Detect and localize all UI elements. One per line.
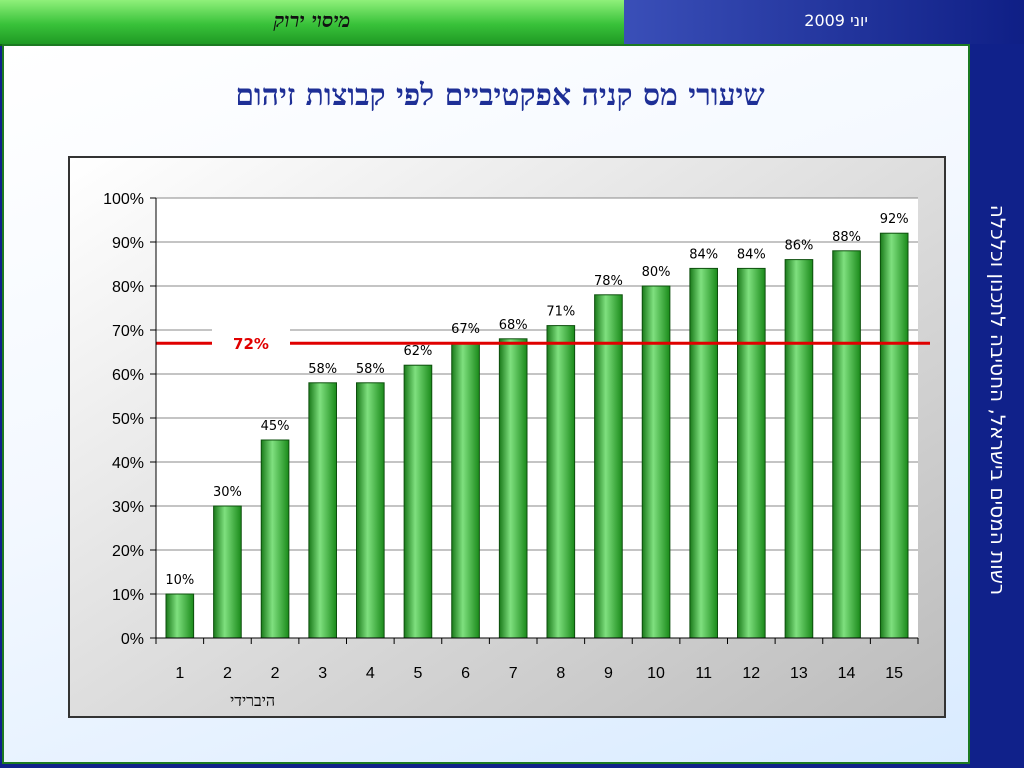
data-label: 58% [356, 362, 385, 377]
data-label: 84% [689, 247, 718, 262]
y-tick-label: 10% [112, 587, 144, 604]
bar [260, 439, 290, 639]
data-label: 71% [546, 305, 575, 320]
bar [737, 267, 766, 639]
x-tick-label: 2 [271, 665, 280, 682]
x-tick-label: 2 [223, 665, 232, 682]
data-label: 88% [832, 230, 861, 245]
reference-label-box [212, 328, 290, 357]
x-tick-label: 11 [695, 665, 712, 682]
bar [498, 338, 528, 639]
chart-frame: 72% 0% 10% 20% 30% 40% 50% 60% 70% 80% 90% 100% 10… [68, 156, 946, 718]
bar [641, 285, 671, 639]
data-label: 10% [165, 573, 194, 588]
x-tick-label: 5 [413, 665, 422, 682]
y-tick-label: 30% [112, 499, 144, 516]
data-label: 58% [308, 362, 337, 377]
y-tick-label: 50% [112, 411, 144, 428]
x-tick-label: 14 [838, 665, 856, 682]
bar [832, 250, 861, 639]
x-sublabel: היברידי [230, 691, 275, 710]
y-tick-label: 90% [112, 235, 144, 252]
bar [451, 342, 480, 639]
data-label: 84% [737, 247, 766, 262]
x-tick-label: 6 [461, 665, 470, 682]
organization-name: רשות המסים בישראל, החטיבה לתכנון וכלכלה [986, 204, 1010, 596]
reference-label: 72% [233, 335, 269, 353]
y-tick-label: 100% [103, 191, 144, 208]
data-label: 92% [880, 212, 909, 227]
y-tick-label: 60% [112, 367, 144, 384]
bar [165, 593, 195, 639]
x-tick-label: 12 [742, 665, 760, 682]
x-tick-label: 15 [885, 665, 903, 682]
y-tick-label: 20% [112, 543, 144, 560]
side-organization-label: רשות המסים בישראל, החטיבה לתכנון וכלכלה [972, 44, 1024, 768]
x-tick-label: 4 [366, 665, 375, 682]
bar [403, 364, 433, 639]
bar [784, 259, 814, 639]
header-date-bar: יוני 2009 [624, 0, 1024, 44]
header-brand-bar: מיסוי ירוק [0, 0, 624, 46]
x-tick-label: 7 [509, 665, 518, 682]
data-label: 62% [403, 344, 432, 359]
data-label: 45% [261, 419, 290, 434]
x-tick-label: 3 [318, 665, 327, 682]
header-date: יוני 2009 [804, 11, 868, 30]
x-tick-label: 9 [604, 665, 613, 682]
bar [594, 294, 623, 639]
data-label: 86% [784, 239, 813, 254]
x-tick-label: 13 [790, 665, 808, 682]
bar [879, 232, 909, 639]
y-tick-label: 80% [112, 279, 144, 296]
bar [689, 267, 718, 639]
slide-title: שיעורי מס קניה אפקטיביים לפי קבוצות זיהו… [235, 78, 765, 113]
bar-chart: 72% 0% 10% 20% 30% 40% 50% 60% 70% 80% 90% 100% 10… [70, 158, 944, 716]
brand-title: מיסוי ירוק [273, 8, 351, 32]
data-label: 68% [499, 318, 528, 333]
data-label: 67% [451, 322, 480, 337]
x-tick-label: 10 [647, 665, 665, 682]
bar [356, 382, 385, 639]
data-label: 80% [642, 265, 671, 280]
y-tick-label: 70% [112, 323, 144, 340]
bar [308, 382, 337, 639]
data-label: 30% [213, 485, 242, 500]
x-tick-label: 8 [556, 665, 565, 682]
bar [546, 325, 576, 639]
bar [213, 505, 242, 639]
y-tick-label: 40% [112, 455, 144, 472]
data-label: 78% [594, 274, 623, 289]
y-tick-label: 0% [121, 631, 144, 648]
x-tick-label: 1 [175, 665, 184, 682]
